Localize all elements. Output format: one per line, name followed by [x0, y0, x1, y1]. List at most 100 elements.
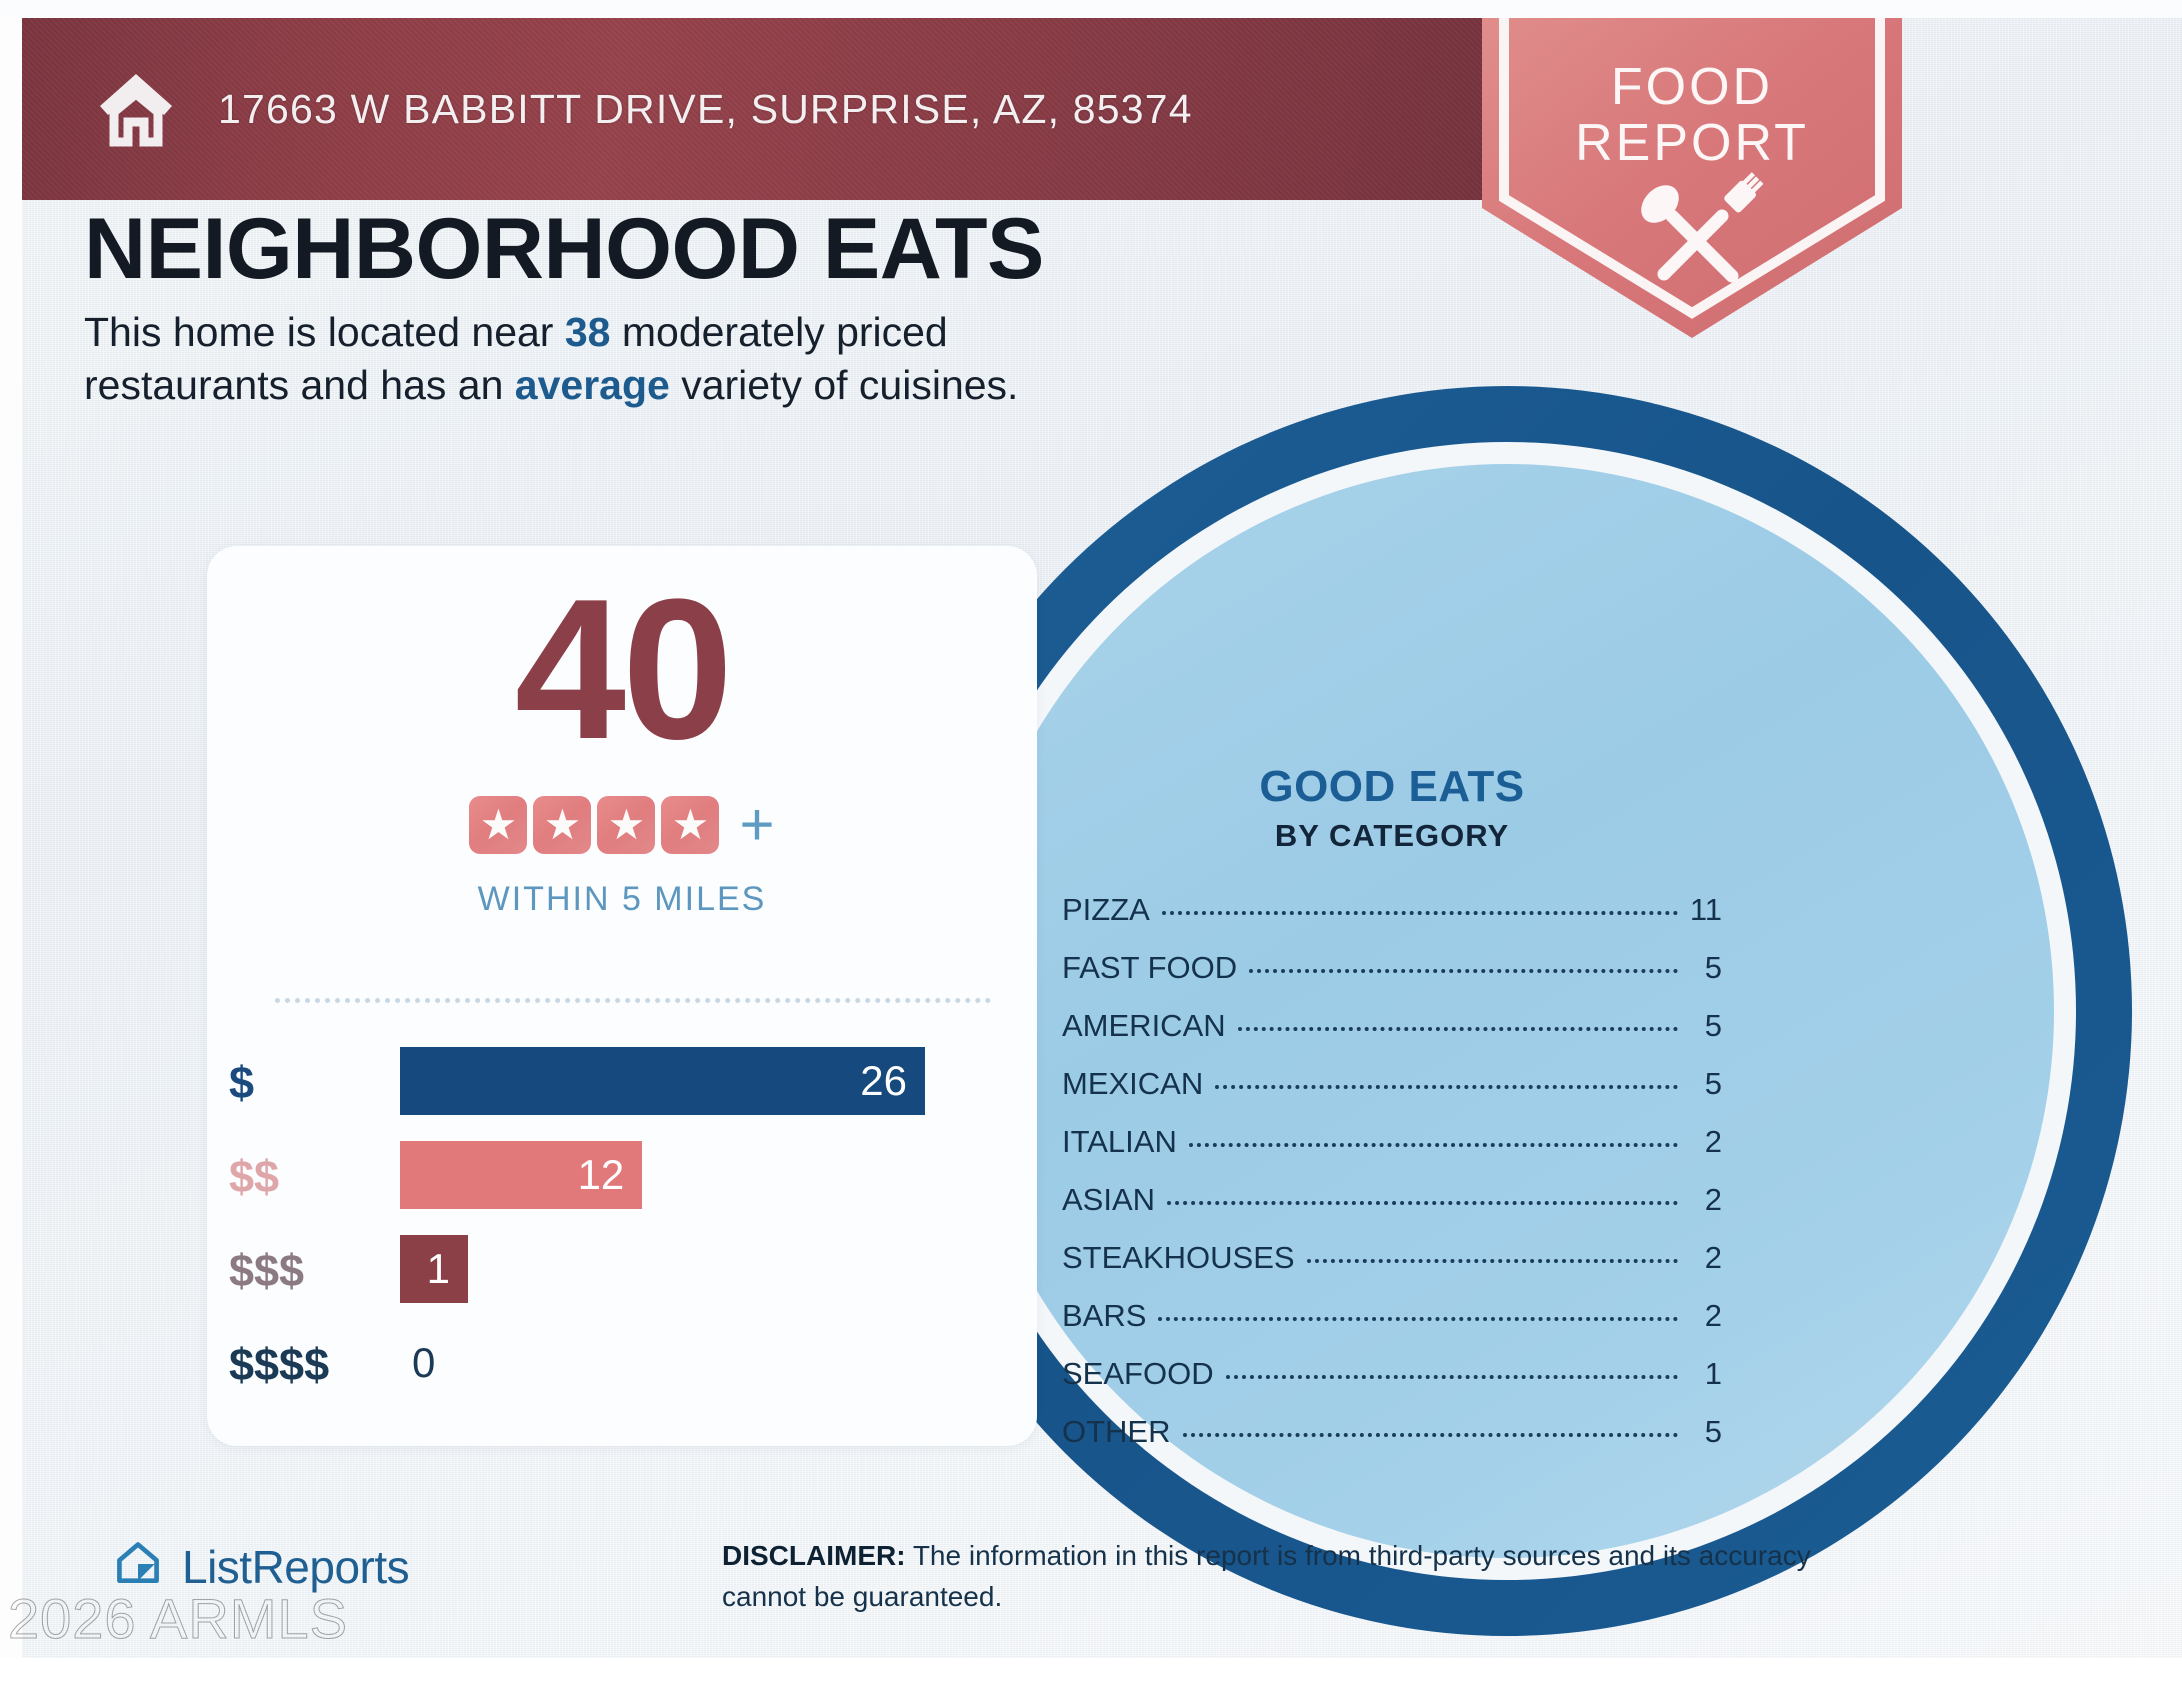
- bar-row: $26: [207, 1036, 1037, 1130]
- bar-row: $$ 12: [207, 1130, 1037, 1224]
- address-header-band: 17663 W BABBITT DRIVE, SURPRISE, AZ, 853…: [22, 18, 1502, 200]
- summary-part3: variety of cuisines.: [669, 362, 1019, 409]
- star-badge: ★: [469, 796, 528, 854]
- radius-label: WITHIN 5 MILES: [477, 880, 767, 918]
- badge-line2-text: REPORT: [1575, 114, 1809, 172]
- star-icon: ★: [543, 801, 582, 848]
- bar-value-label: 26: [860, 1057, 907, 1104]
- summary-text: This home is located near 38 moderately …: [84, 306, 1144, 413]
- star-badge: ★: [597, 796, 656, 854]
- decorative-ring: [882, 386, 2182, 1658]
- home-icon: [94, 70, 178, 148]
- armls-watermark: 2026 ARMLS: [8, 1587, 348, 1651]
- page-bottom-margin: [0, 1658, 2182, 1698]
- category-name: STEAKHOUSES: [1062, 1240, 1295, 1275]
- bar-track: 12: [400, 1130, 1007, 1224]
- category-name: BARS: [1062, 1298, 1147, 1333]
- category-name: MEXICAN: [1062, 1066, 1204, 1101]
- good-eats-subtitle: BY CATEGORY: [1274, 818, 1510, 853]
- price-tier-bar-chart: $26 $$ 12 $$$ 1 $$$$ 0: [207, 1036, 1037, 1412]
- disclaimer-label: DISCLAIMER:: [722, 1540, 906, 1571]
- category-count: 11: [1689, 892, 1722, 927]
- leader-dots: [1306, 1257, 1678, 1263]
- bar-category-label: $$$$: [229, 1339, 330, 1390]
- bar-fill: 1: [400, 1235, 468, 1303]
- spoon-fork-icon: [1641, 172, 1764, 283]
- category-name: ITALIAN: [1062, 1124, 1177, 1159]
- category-row: BARS 2: [1062, 1298, 1722, 1356]
- category-name: AMERICAN: [1062, 1008, 1226, 1043]
- bar-category-label: $$$: [229, 1245, 305, 1296]
- summary-part1: This home is located near: [84, 309, 565, 355]
- category-count: 2: [1704, 1124, 1722, 1159]
- bar-track: 0: [400, 1318, 1007, 1412]
- category-count: 2: [1704, 1240, 1722, 1275]
- category-name: ASIAN: [1062, 1182, 1156, 1217]
- leader-dots: [1161, 909, 1678, 915]
- listreports-wordmark: ListReports: [182, 1540, 410, 1593]
- category-row: FAST FOOD 5: [1062, 950, 1722, 1008]
- category-row: AMERICAN 5: [1062, 1008, 1722, 1066]
- category-list: PIZZA 11 FAST FOOD 5 AMERICAN 5 MEXICAN 5 ITALIA…: [1062, 892, 1722, 1472]
- category-row: ITALIAN 2: [1062, 1124, 1722, 1182]
- star-badge: ★: [533, 796, 592, 854]
- category-row: SEAFOOD 1: [1062, 1356, 1722, 1414]
- property-address: 17663 W BABBITT DRIVE, SURPRISE, AZ, 853…: [218, 85, 1193, 132]
- report-sheet: 17663 W BABBITT DRIVE, SURPRISE, AZ, 853…: [22, 18, 2182, 1658]
- good-eats-title: GOOD EATS: [1259, 762, 1525, 811]
- variety-highlight: average: [514, 362, 670, 409]
- bar-row: $$$$ 0: [207, 1318, 1037, 1412]
- category-name: FAST FOOD: [1062, 950, 1238, 985]
- category-row: ASIAN 2: [1062, 1182, 1722, 1240]
- bar-row: $$$ 1: [207, 1224, 1037, 1318]
- good-eats-panel: GOOD EATS BY CATEGORY PIZZA 11 FAST FOOD 5 A…: [1062, 762, 1722, 1472]
- category-count: 5: [1704, 1008, 1722, 1043]
- leader-dots: [1215, 1083, 1678, 1089]
- leader-dots: [1188, 1141, 1678, 1147]
- page-left-margin: [0, 0, 22, 1698]
- restaurant-count-highlight: 38: [564, 309, 611, 355]
- listreports-logo[interactable]: ListReports: [112, 1538, 410, 1595]
- category-row: PIZZA 11: [1062, 892, 1722, 950]
- star-icon: ★: [671, 801, 710, 848]
- leader-dots: [1167, 1199, 1678, 1205]
- disclaimer: DISCLAIMER: The information in this repo…: [722, 1536, 1822, 1617]
- category-count: 2: [1704, 1182, 1722, 1217]
- restaurant-total-count: 40: [514, 558, 733, 781]
- plus-symbol: +: [739, 791, 775, 858]
- bar-category-label: $$: [229, 1151, 280, 1202]
- category-count: 5: [1704, 950, 1722, 985]
- leader-dots: [1237, 1025, 1678, 1031]
- star-icon: ★: [479, 801, 518, 848]
- category-name: OTHER: [1062, 1414, 1171, 1449]
- category-count: 5: [1704, 1066, 1722, 1101]
- leader-dots: [1249, 967, 1678, 973]
- bar-track: 26: [400, 1036, 1007, 1130]
- bar-track: 1: [400, 1224, 1007, 1318]
- disclaimer-body: The information in this report is from t…: [722, 1540, 1811, 1612]
- star-rating: ★ ★ ★ ★ +: [207, 791, 1037, 858]
- category-count: 5: [1704, 1414, 1722, 1449]
- star-badge: ★: [661, 796, 720, 854]
- page-title: NEIGHBORHOOD EATS: [84, 201, 1044, 297]
- restaurant-stat-card: 40 ★ ★ ★ ★ + WITHIN 5 MILES $26 $$ 12 $$$ 1 $$$$ 0: [207, 546, 1037, 1446]
- bar-fill: 12: [400, 1141, 643, 1209]
- category-row: MEXICAN 5: [1062, 1066, 1722, 1124]
- leader-dots: [1158, 1315, 1678, 1321]
- food-report-badge: FOOD REPORT: [1482, 18, 1902, 338]
- bar-value-label: 1: [426, 1245, 450, 1292]
- badge-line1-text: FOOD: [1611, 58, 1773, 116]
- card-divider: [275, 998, 991, 1003]
- leader-dots: [1225, 1373, 1678, 1379]
- category-row: STEAKHOUSES 2: [1062, 1240, 1722, 1298]
- bar-value-label: 0: [412, 1339, 436, 1386]
- category-row: OTHER 5: [1062, 1414, 1722, 1472]
- page-top-margin: [0, 0, 2182, 18]
- category-count: 2: [1704, 1298, 1722, 1333]
- star-icon: ★: [607, 801, 646, 848]
- listreports-house-pencil-icon: [112, 1538, 164, 1595]
- bar-fill: 26: [400, 1047, 925, 1115]
- category-name: SEAFOOD: [1062, 1356, 1214, 1391]
- summary-part2: moderately priced restaurants and has an: [84, 309, 948, 409]
- leader-dots: [1182, 1431, 1678, 1437]
